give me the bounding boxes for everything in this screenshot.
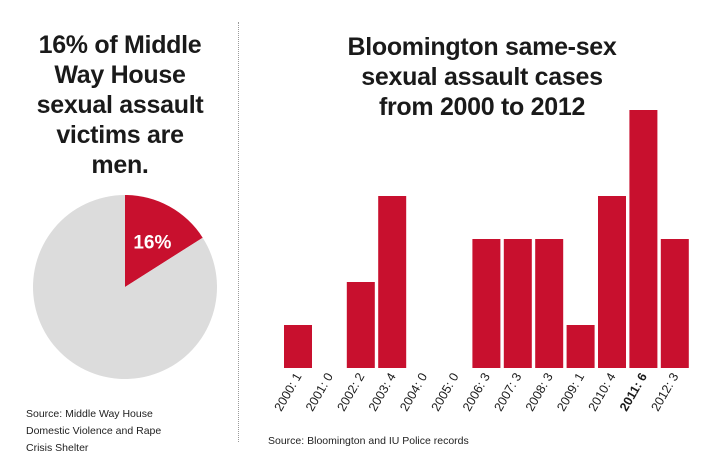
bar: [346, 282, 375, 368]
pie-source: Source: Middle Way House Domestic Violen…: [26, 406, 231, 457]
pie-source-line: Source: Middle Way House: [26, 408, 153, 420]
panel-divider: [238, 22, 239, 442]
x-tick-label: 2009: 1: [554, 370, 587, 413]
x-tick-label: 2001: 0: [303, 370, 336, 413]
pie-panel: 16% of Middle Way House sexual assault v…: [0, 0, 235, 473]
pie-title-line: victims are: [56, 121, 184, 149]
pie-source-line: Domestic Violence and Rape: [26, 425, 162, 437]
bar: [566, 325, 595, 368]
bar: [598, 196, 626, 368]
bar-title-line: from 2000 to 2012: [378, 93, 586, 121]
x-tick-label: 2002: 2: [334, 370, 367, 413]
bar: [472, 239, 501, 368]
bar-chart-container: 2000: 1 2001: 0 2002: 2 2003: 4 2004: 0 2005:…: [250, 90, 710, 430]
pie-title-line: Way House: [54, 61, 186, 89]
pie-slice-highlight: [125, 195, 203, 287]
bar-source: Source: Bloomington and IU Police record…: [268, 435, 469, 447]
x-tick-label: 2003: 4: [366, 370, 399, 413]
bar-title: Bloomington same-sex sexual assault case…: [262, 32, 702, 122]
x-tick-label: 2011: 6: [617, 370, 650, 413]
bar-title-line: Bloomington same-sex: [347, 33, 617, 61]
x-tick-label: 2007: 3: [491, 370, 524, 413]
bar: [378, 196, 407, 368]
bar: [629, 110, 658, 368]
pie-slice-label: 16%: [133, 233, 171, 254]
x-tick-label: 2004: 0: [397, 370, 430, 413]
bar: [284, 325, 312, 368]
x-tick-label: 2000: 1: [272, 370, 305, 413]
pie-title-line: sexual assault: [36, 91, 204, 119]
x-tick-label: 2005: 0: [429, 370, 462, 413]
pie-slice-rest: [32, 195, 218, 379]
bar: [660, 239, 689, 368]
pie-chart-container: 16%: [32, 194, 218, 380]
x-tick-label: 2008: 3: [523, 370, 556, 413]
pie-chart: 16%: [32, 195, 218, 379]
x-tick-label: 2012: 3: [648, 370, 681, 413]
x-tick-label: 2006: 3: [460, 370, 493, 413]
pie-title-line: men.: [91, 151, 149, 179]
bar-title-line: sexual assault cases: [361, 63, 603, 91]
pie-source-line: Crisis Shelter: [26, 442, 89, 454]
bar: [503, 239, 532, 368]
pie-title-line: 16% of Middle: [38, 31, 202, 59]
x-tick-label: 2010: 4: [586, 370, 619, 413]
pie-title: 16% of Middle Way House sexual assault v…: [20, 30, 220, 180]
bar: [535, 239, 564, 368]
